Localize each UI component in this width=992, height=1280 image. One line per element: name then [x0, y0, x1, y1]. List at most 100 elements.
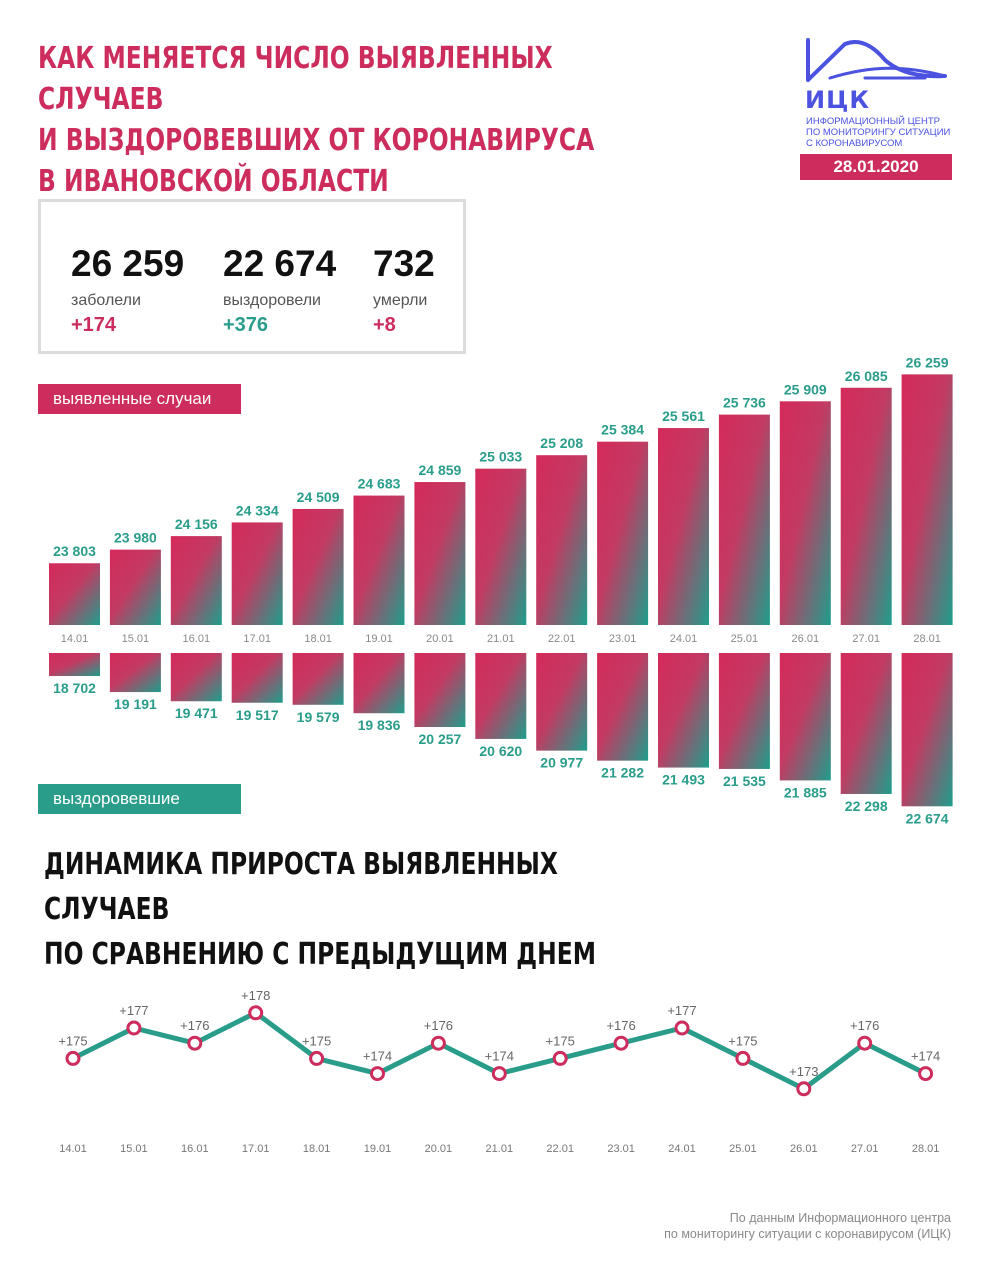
recovered-bar [718, 653, 770, 769]
logo-subtitle: ИНФОРМАЦИОННЫЙ ЦЕНТР ПО МОНИТОРИНГУ СИТУ… [806, 116, 950, 149]
date-badge: 28.01.2020 [800, 154, 952, 180]
detected-bar [840, 387, 892, 625]
detected-value-label: 24 156 [175, 516, 218, 532]
growth-point [491, 1066, 507, 1082]
growth-title-line-2: ПО СРАВНЕНИЮ С ПРЕДЫДУЩИМ ДНЕМ [44, 937, 596, 972]
recovered-bar [536, 653, 588, 751]
source-line-2: по мониторингу ситуации с коронавирусом … [664, 1227, 951, 1241]
logo-name: ИЦК [805, 86, 870, 114]
detected-value-label: 24 683 [358, 476, 401, 492]
stat-deaths-value: 732 [373, 243, 435, 284]
growth-value-label: +176 [180, 1018, 209, 1033]
legend-recovered: выздоровевшие [38, 784, 241, 814]
recovered-bar [475, 653, 527, 739]
detected-bar [718, 414, 770, 625]
growth-date-label: 14.01 [59, 1143, 87, 1155]
recovered-bar [231, 653, 283, 703]
date-tick-label: 16.01 [183, 633, 211, 645]
detected-bar [779, 401, 831, 625]
stat-infected-value: 26 259 [71, 243, 185, 284]
detected-bar [231, 522, 283, 625]
detected-bar [109, 549, 161, 625]
detected-value-label: 25 561 [662, 408, 705, 424]
growth-value-label: +177 [119, 1003, 148, 1018]
growth-point [613, 1035, 629, 1051]
recovered-value-label: 21 282 [601, 765, 644, 781]
growth-date-label: 23.01 [607, 1143, 635, 1155]
recovered-value-label: 20 977 [540, 755, 583, 771]
growth-date-label: 17.01 [242, 1143, 270, 1155]
growth-date-label: 22.01 [546, 1143, 574, 1155]
summary-stats-box: 26 259 заболели +174 22 674 выздоровели … [38, 199, 466, 354]
recovered-bar [840, 653, 892, 794]
detected-bar [414, 482, 466, 625]
title-line-3: В ИВАНОВСКОЙ ОБЛАСТИ [38, 164, 389, 199]
growth-point [65, 1050, 81, 1066]
growth-date-label: 28.01 [912, 1143, 940, 1155]
source-note: По данным Информационного центра по мони… [664, 1210, 951, 1242]
growth-title-line-1: ДИНАМИКА ПРИРОСТА ВЫЯВЛЕННЫХ СЛУЧАЕВ [44, 847, 558, 927]
page-title: КАК МЕНЯЕТСЯ ЧИСЛО ВЫЯВЛЕННЫХ СЛУЧАЕВ И … [38, 38, 678, 202]
stat-infected-delta: +174 [71, 314, 117, 336]
growth-point [735, 1050, 751, 1066]
recovered-value-label: 22 674 [906, 810, 949, 826]
stat-recovered-value: 22 674 [223, 243, 337, 284]
growth-date-label: 26.01 [790, 1143, 818, 1155]
detected-value-label: 25 208 [540, 435, 583, 451]
date-tick-label: 26.01 [792, 633, 820, 645]
growth-value-label: +175 [302, 1033, 331, 1048]
growth-date-label: 18.01 [303, 1143, 331, 1155]
detected-value-label: 24 859 [418, 462, 461, 478]
recovered-bar [292, 653, 344, 705]
recovered-value-label: 21 885 [784, 784, 827, 800]
growth-point [370, 1066, 385, 1082]
growth-point [857, 1035, 873, 1051]
recovered-value-label: 19 579 [297, 709, 340, 725]
detected-bar [658, 428, 709, 625]
detected-bar [353, 495, 405, 625]
recovered-value-label: 18 702 [53, 680, 96, 696]
recovered-bar [353, 653, 405, 714]
detected-value-label: 25 384 [601, 422, 644, 438]
growth-value-label: +178 [241, 988, 270, 1003]
growth-date-label: 27.01 [851, 1143, 879, 1155]
detected-value-label: 24 509 [297, 489, 340, 505]
recovered-bar [109, 653, 161, 693]
recovered-bar [901, 653, 953, 807]
growth-point [918, 1066, 934, 1082]
growth-date-label: 19.01 [364, 1143, 392, 1155]
growth-value-label: +176 [424, 1018, 453, 1033]
detected-bar [536, 455, 588, 625]
growth-point [796, 1081, 812, 1097]
recovered-value-label: 20 257 [418, 731, 461, 747]
growth-value-label: +177 [667, 1003, 696, 1018]
stat-recovered: 22 674 выздоровели +376 [223, 242, 336, 337]
title-line-2: И ВЫЗДОРОВЕВШИХ ОТ КОРОНАВИРУСА [38, 123, 595, 158]
recovered-bar [658, 653, 709, 768]
detected-bar [170, 536, 222, 625]
growth-value-label: +176 [850, 1018, 879, 1033]
detected-bar [475, 468, 527, 625]
growth-point [187, 1035, 203, 1051]
growth-value-label: +175 [728, 1033, 757, 1048]
stat-recovered-delta: +376 [223, 314, 269, 336]
growth-point [674, 1020, 690, 1036]
detected-value-label: 25 736 [723, 395, 766, 411]
detected-bar [901, 374, 953, 625]
detected-value-label: 26 085 [845, 368, 888, 384]
legend-detected: выявленные случаи [38, 384, 241, 414]
stat-deaths-label: умерли [373, 292, 428, 309]
logo-sub-line-2: ПО МОНИТОРИНГУ СИТУАЦИИ [806, 127, 951, 138]
stat-infected: 26 259 заболели +174 [71, 242, 184, 337]
date-tick-label: 28.01 [913, 633, 941, 645]
date-tick-label: 25.01 [731, 633, 759, 645]
logo-sub-line-1: ИНФОРМАЦИОННЫЙ ЦЕНТР [806, 116, 940, 127]
itsk-logo-icon [806, 38, 947, 82]
growth-value-label: +176 [606, 1018, 635, 1033]
recovered-bar [414, 653, 466, 728]
growth-value-label: +174 [363, 1049, 392, 1064]
date-tick-label: 22.01 [548, 633, 576, 645]
stat-deaths: 732 умерли +8 [373, 242, 435, 337]
source-line-1: По данным Информационного центра [729, 1211, 951, 1225]
growth-point [552, 1050, 568, 1066]
